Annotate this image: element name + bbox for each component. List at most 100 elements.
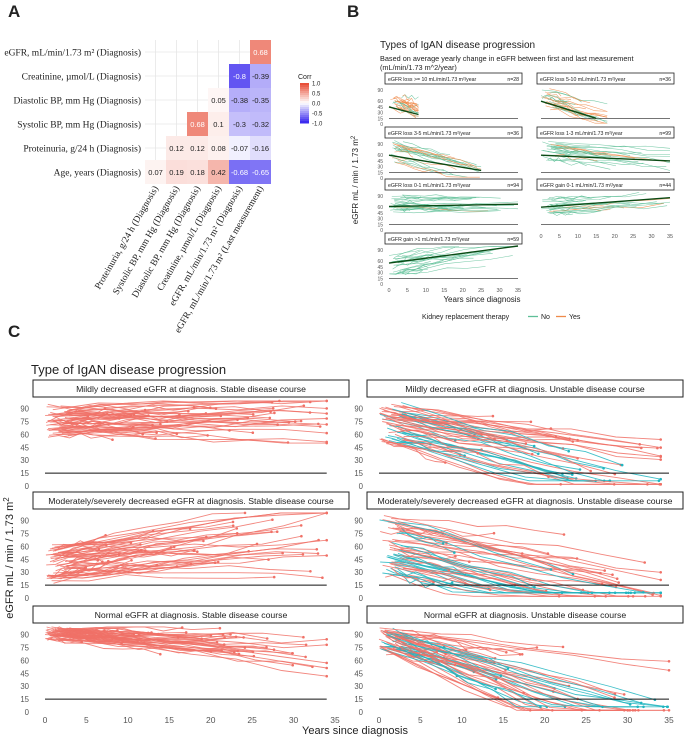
trajectory-line xyxy=(388,648,578,700)
trajectory-point xyxy=(235,527,239,530)
x-tick-label: 15 xyxy=(165,715,175,725)
trajectory-point xyxy=(562,533,566,536)
trajectory-line xyxy=(62,564,133,577)
trajectory-line xyxy=(50,564,158,578)
trajectory-point xyxy=(522,691,525,695)
chart-subtitle-2: (mL/min/1.73 m^2/year) xyxy=(380,63,457,72)
trajectory-point xyxy=(547,475,550,479)
trajectory-line xyxy=(544,91,581,102)
trajectory-point xyxy=(613,692,617,696)
trajectory-point xyxy=(269,410,272,414)
trajectory-point xyxy=(278,399,281,403)
trajectory-line xyxy=(548,196,579,201)
y-tick-label: 0 xyxy=(25,708,30,717)
trajectory-line xyxy=(383,415,508,441)
trajectory-line xyxy=(397,100,419,107)
trajectory-line xyxy=(399,527,495,537)
trajectory-line xyxy=(392,638,444,659)
x-tick-label: 20 xyxy=(540,715,550,725)
trajectory-point xyxy=(155,431,158,435)
trajectory-line xyxy=(394,270,422,275)
trajectory-point xyxy=(291,652,294,655)
trajectory-point xyxy=(221,633,225,636)
trajectory-line xyxy=(393,203,447,209)
trajectory-point xyxy=(229,633,232,636)
heatmap-cell xyxy=(250,88,271,112)
x-tick-label: 20 xyxy=(460,288,466,294)
trajectory-line xyxy=(52,519,273,555)
trajectory-line xyxy=(46,567,86,577)
trajectory-line xyxy=(382,418,573,442)
trajectory-line xyxy=(547,159,644,165)
trajectory-point xyxy=(106,634,109,637)
trajectory-point xyxy=(117,417,121,420)
facet-strip xyxy=(536,72,675,85)
trajectory-point xyxy=(544,589,548,593)
trajectory-line xyxy=(396,532,455,554)
cell-value: 0.12 xyxy=(190,144,205,153)
y-tick-label: 75 xyxy=(20,530,29,539)
trajectory-line xyxy=(69,627,293,666)
x-tick-label: 0 xyxy=(43,715,48,725)
trajectory-line xyxy=(548,102,606,124)
trajectory-line xyxy=(544,95,576,105)
trajectory-line xyxy=(401,246,506,261)
trajectory-point xyxy=(222,643,226,646)
trajectory-point xyxy=(132,425,135,429)
trajectory-point xyxy=(659,591,662,595)
trajectory-line xyxy=(50,512,327,558)
trajectory-line xyxy=(389,633,642,704)
trajectory-line xyxy=(550,196,612,205)
trajectory-line xyxy=(383,515,645,563)
trajectory-line xyxy=(67,415,321,427)
trajectory-point xyxy=(459,427,463,431)
y-tick-label: 45 xyxy=(20,443,29,452)
trajectory-point xyxy=(223,636,226,639)
trajectory-line xyxy=(64,401,273,413)
trajectory-point xyxy=(235,532,239,535)
trajectory-point xyxy=(193,548,196,552)
trajectory-line xyxy=(68,627,152,634)
cell-value: 0.1 xyxy=(213,120,223,129)
trajectory-line xyxy=(391,403,661,457)
y-tick-label: 30 xyxy=(20,568,29,577)
trajectory-point xyxy=(137,632,141,636)
heatmap-cell xyxy=(229,112,250,136)
chart-title: Types of IgAN disease progression xyxy=(380,40,535,51)
trajectory-line xyxy=(65,550,194,567)
trajectory-line xyxy=(47,566,86,577)
trajectory-line xyxy=(64,416,120,422)
trajectory-point xyxy=(286,441,290,444)
trajectory-point xyxy=(615,577,619,580)
trajectory-line xyxy=(387,631,656,701)
trajectory-line xyxy=(392,100,419,108)
trajectory-line xyxy=(64,410,206,415)
trajectory-line xyxy=(555,151,579,155)
trajectory-line xyxy=(393,204,464,209)
trajectory-line xyxy=(394,433,661,485)
trajectory-line xyxy=(540,95,608,122)
trajectory-point xyxy=(231,524,235,527)
x-tick-label: 15 xyxy=(441,288,447,294)
trajectory-line xyxy=(65,632,102,640)
trajectory-line xyxy=(385,646,501,677)
x-tick-label: 10 xyxy=(123,715,133,725)
trajectory-point xyxy=(631,709,635,712)
y-tick-label: 15 xyxy=(377,116,383,122)
trajectory-line xyxy=(44,634,307,646)
trajectory-line xyxy=(550,146,609,156)
trajectory-point xyxy=(613,696,616,699)
trajectory-line xyxy=(394,637,628,711)
trajectory-line xyxy=(401,439,661,485)
y-tick-label: 0 xyxy=(25,594,30,603)
cell-value: 0.19 xyxy=(169,168,184,177)
trajectory-point xyxy=(325,638,329,641)
trajectory-line xyxy=(396,144,482,170)
trajectory-point xyxy=(196,550,199,553)
trajectory-point xyxy=(454,555,457,558)
trajectory-line xyxy=(69,626,183,632)
trajectory-line xyxy=(48,408,146,416)
trajectory-line xyxy=(382,564,634,597)
trajectory-line xyxy=(553,205,625,212)
trajectory-line xyxy=(56,632,120,642)
